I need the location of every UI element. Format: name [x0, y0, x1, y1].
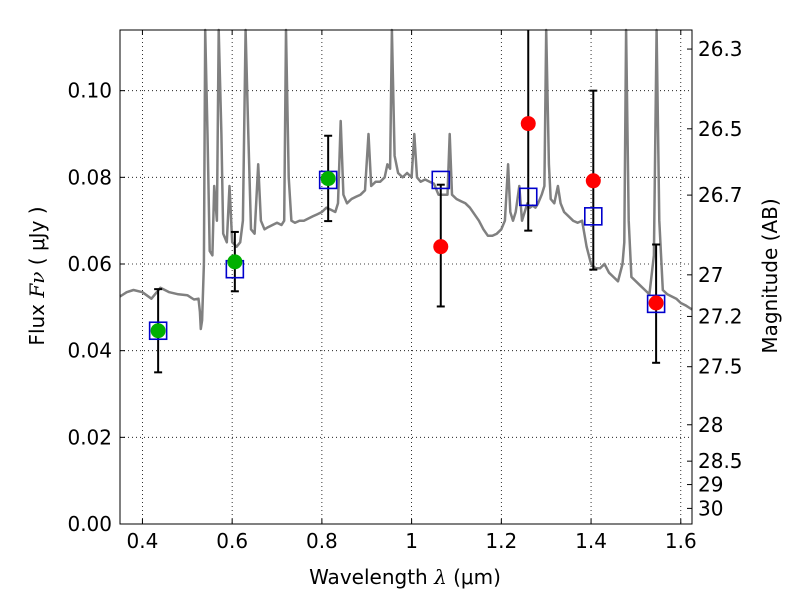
- magnitude-tick-label: 26.7: [698, 183, 743, 207]
- y-tick-label: 0.02: [67, 425, 112, 449]
- observed-photometry-point: [227, 254, 243, 270]
- x-tick-label: 1.6: [665, 529, 697, 553]
- model-photometry-square: [518, 187, 538, 207]
- x-tick-label: 1.2: [485, 529, 517, 553]
- model-spectrum-line: [119, 28, 693, 331]
- observed-photometry-point: [648, 295, 664, 311]
- magnitude-axis-label: Magnitude (AB): [758, 198, 782, 353]
- model-photometry-square: [584, 207, 603, 226]
- magnitude-tick-label: 27.5: [698, 355, 743, 379]
- model-photometry-square: [431, 170, 451, 190]
- observed-photometry-point: [433, 239, 449, 255]
- magnitude-tick-label: 27.2: [698, 304, 743, 328]
- observed-photometry-points: [150, 116, 664, 339]
- magnitude-tick-label: 26.5: [698, 117, 743, 141]
- y-tick-label: 0.04: [67, 339, 112, 363]
- observed-photometry-point: [320, 171, 336, 187]
- magnitude-tick-label: 28: [698, 413, 723, 437]
- x-tick-label: 0.4: [127, 529, 159, 553]
- plot-frame: [119, 29, 693, 525]
- magnitude-tick-label: 29: [698, 473, 723, 497]
- y-tick-label: 0.08: [67, 165, 112, 189]
- model-spectrum: [119, 28, 693, 331]
- observed-photometry-point: [520, 116, 536, 132]
- y-tick-label: 0.10: [67, 79, 112, 103]
- y-tick-label: 0.00: [67, 512, 112, 536]
- y-axis-label: Flux Fν ( μJy ): [25, 206, 49, 345]
- magnitude-tick-label: 27: [698, 263, 723, 287]
- observed-photometry-point: [585, 173, 601, 189]
- model-photometry-square: [646, 294, 666, 314]
- model-photometry-square: [148, 321, 168, 341]
- y-tick-label: 0.06: [67, 252, 112, 276]
- x-tick-label: 0.6: [216, 529, 248, 553]
- x-tick-label: 1.4: [575, 529, 607, 553]
- x-axis-label: Wavelength λ (μm): [309, 565, 501, 589]
- observed-photometry-point: [150, 323, 166, 339]
- magnitude-tick-label: 28.5: [698, 449, 743, 473]
- axis-ticks: 0.4 0.6 0.8 1 1.2 1.4 1.6 0.00 0.02 0.04 0.06 0.08 0…: [67, 30, 743, 553]
- magnitude-tick-label: 26.3: [698, 37, 743, 61]
- x-tick-label: 0.8: [306, 529, 338, 553]
- magnitude-tick-label: 30: [698, 496, 723, 520]
- model-photometry-squares: [148, 170, 666, 341]
- x-tick-label: 1: [405, 529, 418, 553]
